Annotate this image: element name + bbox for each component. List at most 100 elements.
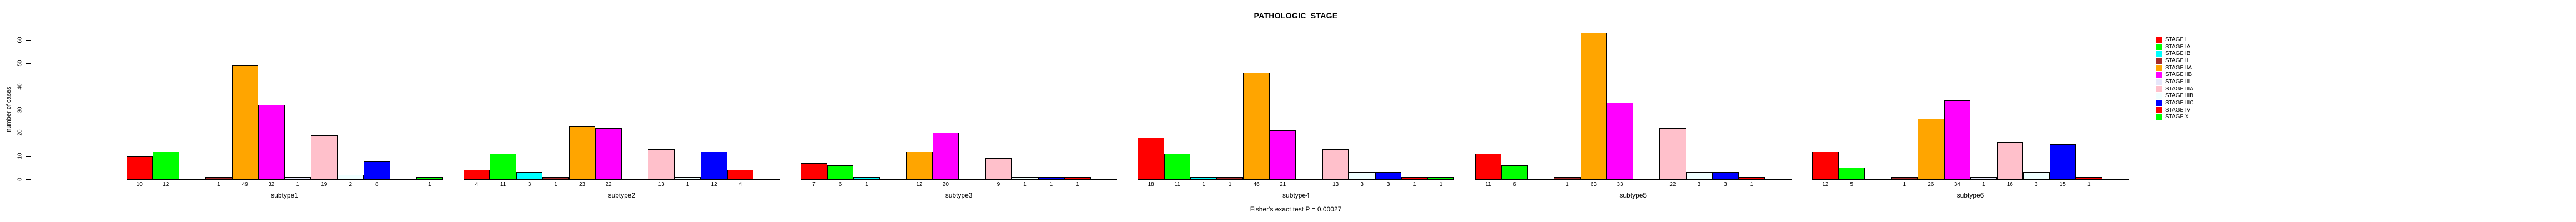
- y-tick: [26, 179, 31, 180]
- bar-count-label: 8: [375, 181, 379, 188]
- bar-count-label: 1: [1903, 181, 1906, 188]
- bar-count-label: 3: [1360, 181, 1364, 188]
- bar-subtype1-stage-iib: [258, 105, 285, 179]
- bar-subtype4-stage-ii: [1216, 176, 1244, 179]
- x-axis-line-subtype6: [1812, 179, 2129, 180]
- bar-subtype3-stage-iiib: [1012, 176, 1038, 179]
- x-axis-label-subtype3: subtype3: [945, 191, 973, 199]
- bar-subtype2-stage-i: [463, 170, 490, 179]
- bar-subtype1-stage-iiib: [337, 174, 364, 179]
- bar-count-label: 4: [738, 181, 742, 188]
- bar-subtype1-stage-i: [126, 156, 153, 179]
- bar-count-label: 1: [554, 181, 557, 188]
- bar-count-label: 20: [942, 181, 949, 188]
- x-axis-label-subtype2: subtype2: [608, 191, 636, 199]
- legend-item-stage-x: STAGE X: [2156, 114, 2189, 120]
- bar-subtype2-stage-iia: [568, 125, 596, 179]
- bar-subtype2-stage-ii: [542, 176, 569, 179]
- legend-label-stage-iib: STAGE IIB: [2165, 72, 2192, 78]
- bar-subtype4-stage-ib: [1190, 176, 1217, 179]
- bar-count-label: 3: [527, 181, 531, 188]
- y-tick: [26, 40, 31, 41]
- bar-subtype1-stage-iiic: [364, 160, 390, 179]
- legend-swatch-stage-ia: [2156, 44, 2162, 51]
- legend-item-stage-iiic: STAGE IIIC: [2156, 100, 2194, 107]
- y-tick-label: 10: [17, 153, 23, 159]
- bar-count-label: 2: [349, 181, 353, 188]
- bar-subtype3-stage-iiic: [1038, 176, 1065, 179]
- bar-subtype2-stage-iiic: [701, 151, 727, 179]
- y-tick: [26, 156, 31, 157]
- bar-count-label: 16: [2006, 181, 2013, 188]
- legend-swatch-stage-ii: [2156, 58, 2162, 64]
- bar-subtype3-stage-iib: [932, 133, 959, 179]
- legend-swatch-stage-iib: [2156, 72, 2162, 78]
- legend-swatch-stage-ib: [2156, 51, 2162, 57]
- y-tick-label: 20: [17, 129, 23, 136]
- bar-count-label: 1: [2087, 181, 2091, 188]
- bar-count-label: 13: [1332, 181, 1339, 188]
- bar-count-label: 49: [242, 181, 248, 188]
- bar-subtype1-stage-ii: [205, 176, 232, 179]
- bar-subtype4-stage-ia: [1164, 153, 1191, 179]
- bar-subtype2-stage-iib: [595, 128, 622, 179]
- bar-subtype5-stage-ia: [1501, 165, 1528, 179]
- bar-count-label: 12: [163, 181, 169, 188]
- y-tick-label: 40: [17, 83, 23, 90]
- bar-subtype5-stage-iiic: [1712, 172, 1739, 179]
- bar-count-label: 32: [268, 181, 275, 188]
- bar-subtype2-stage-iv: [727, 170, 754, 179]
- legend-label-stage-iii: STAGE III: [2165, 78, 2190, 85]
- legend-label-stage-x: STAGE X: [2165, 114, 2189, 120]
- legend-item-stage-iii: STAGE III: [2156, 79, 2190, 85]
- legend-swatch-stage-iiic: [2156, 100, 2162, 107]
- chart-title: PATHOLOGIC_STAGE: [1254, 11, 1338, 20]
- x-axis-line-subtype1: [126, 179, 443, 180]
- legend-item-stage-ib: STAGE IB: [2156, 51, 2190, 57]
- bar-count-label: 9: [997, 181, 1000, 188]
- bar-count-label: 1: [1076, 181, 1079, 188]
- bar-count-label: 21: [1280, 181, 1286, 188]
- bar-count-label: 11: [1174, 181, 1180, 188]
- legend-swatch-stage-iii: [2156, 79, 2162, 85]
- bar-count-label: 1: [427, 181, 431, 188]
- legend-swatch-stage-i: [2156, 37, 2162, 43]
- bar-subtype6-stage-ia: [1838, 168, 1865, 179]
- bar-count-label: 1: [1981, 181, 1985, 188]
- bar-count-label: 13: [658, 181, 665, 188]
- y-tick: [26, 63, 31, 64]
- bar-subtype1-stage-iiia: [311, 135, 338, 179]
- legend-item-stage-iiib: STAGE IIIB: [2156, 93, 2193, 99]
- legend-item-stage-ii: STAGE II: [2156, 58, 2188, 64]
- legend-label-stage-iiic: STAGE IIIC: [2165, 99, 2194, 106]
- y-tick-label: 0: [17, 178, 23, 181]
- bar-subtype3-stage-iia: [906, 151, 933, 179]
- bar-count-label: 1: [1049, 181, 1053, 188]
- legend-item-stage-i: STAGE I: [2156, 37, 2187, 43]
- bar-count-label: 1: [865, 181, 868, 188]
- bar-subtype4-stage-iia: [1243, 72, 1270, 179]
- bar-subtype5-stage-iib: [1607, 102, 1633, 179]
- bar-subtype6-stage-iib: [1944, 100, 1970, 179]
- bar-subtype4-stage-iv: [1401, 176, 1428, 179]
- bar-subtype6-stage-iiib: [2023, 172, 2050, 179]
- bar-count-label: 1: [1413, 181, 1416, 188]
- legend-label-stage-i: STAGE I: [2165, 37, 2187, 43]
- bar-subtype6-stage-iiic: [2049, 144, 2076, 179]
- bar-subtype2-stage-ib: [516, 172, 543, 179]
- bar-count-label: 22: [605, 181, 612, 188]
- bar-subtype4-stage-x: [1427, 176, 1455, 179]
- bar-subtype2-stage-iiia: [648, 149, 675, 179]
- bar-count-label: 1: [1439, 181, 1443, 188]
- bar-count-label: 63: [1590, 181, 1597, 188]
- legend-label-stage-iiib: STAGE IIIB: [2165, 93, 2193, 99]
- bar-subtype6-stage-ii: [1891, 176, 1918, 179]
- legend-label-stage-iiia: STAGE IIIA: [2165, 85, 2193, 92]
- legend-label-stage-ib: STAGE IB: [2165, 51, 2191, 57]
- bar-subtype2-stage-iiib: [674, 176, 701, 179]
- bar-subtype3-stage-i: [801, 163, 827, 179]
- y-tick-label: 60: [17, 37, 23, 43]
- bar-count-label: 3: [1697, 181, 1701, 188]
- bar-count-label: 4: [475, 181, 479, 188]
